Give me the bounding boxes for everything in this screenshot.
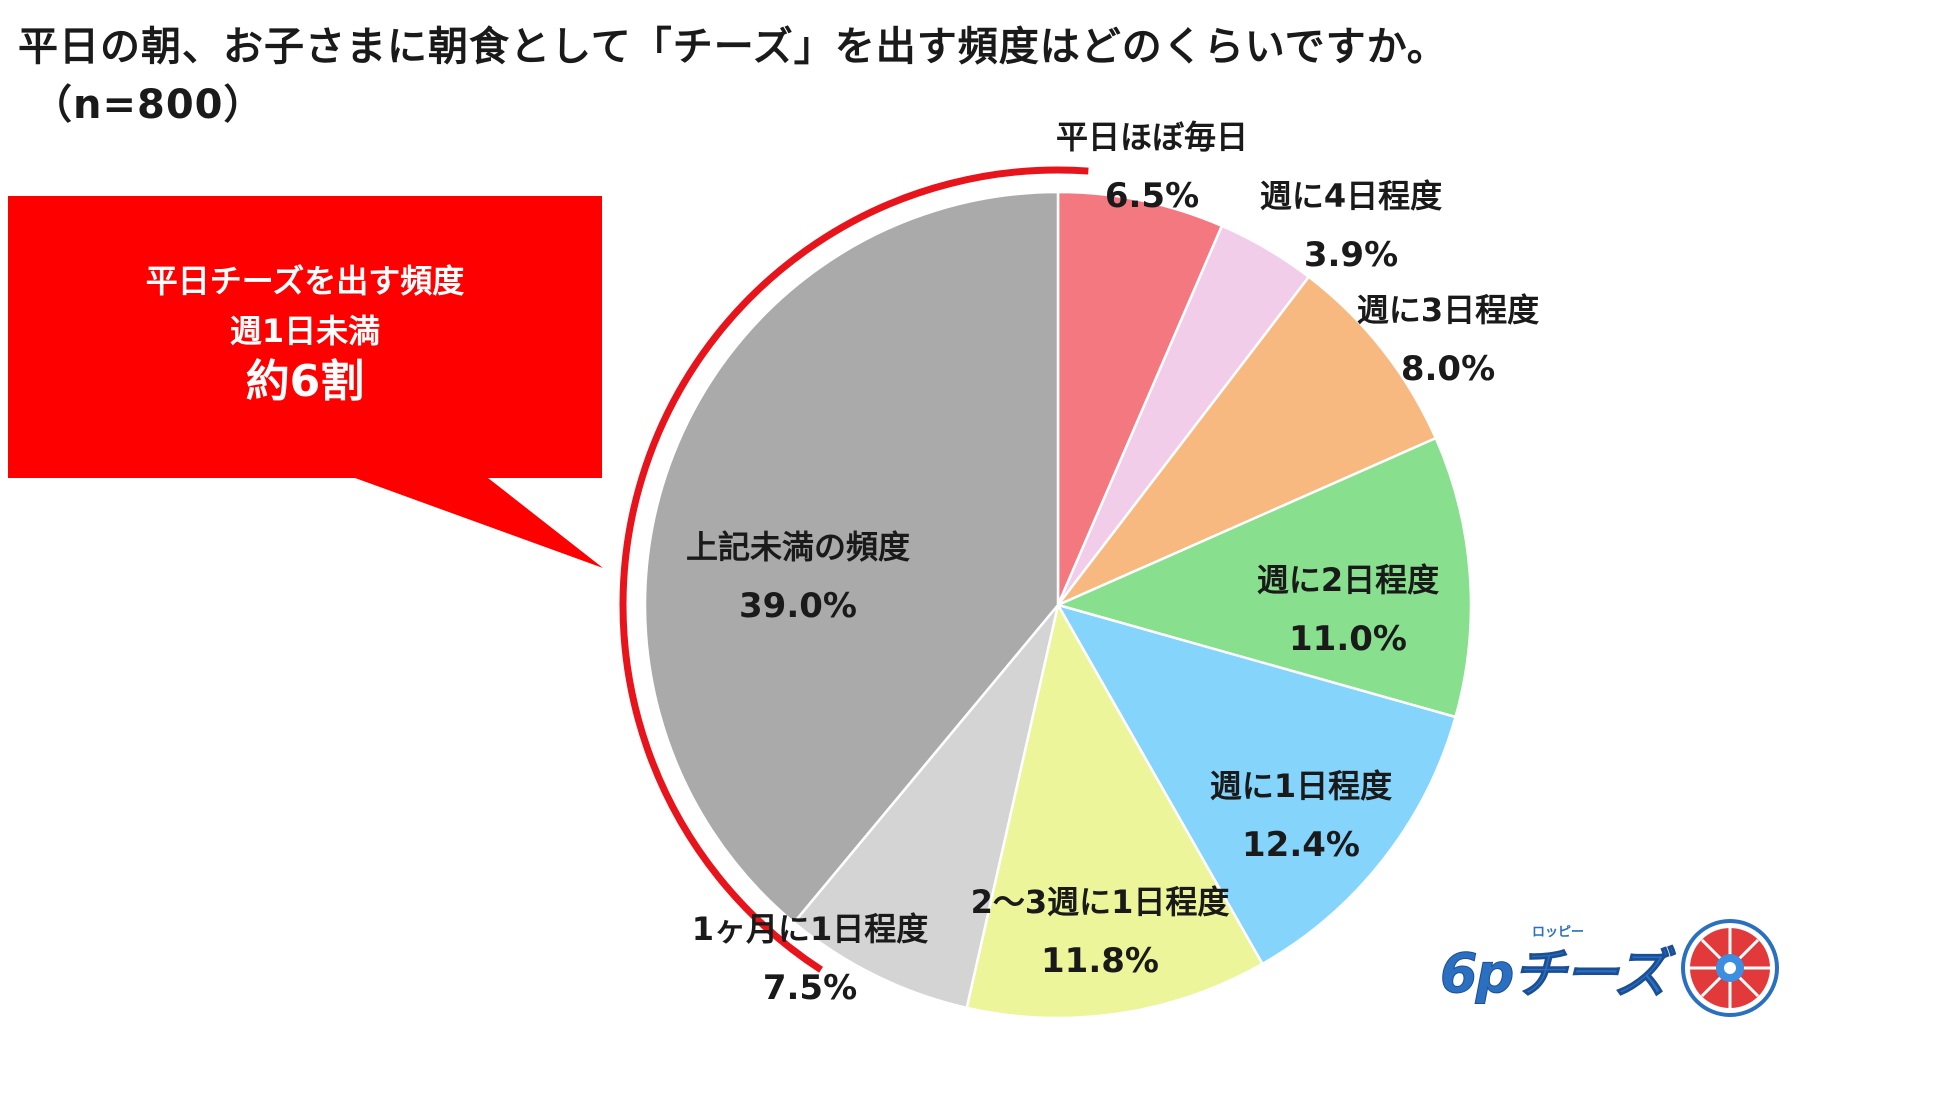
callout-text: 平日チーズを出す頻度 週1日未満 約6割 (10, 256, 600, 408)
pie-slice-4 (1054, 436, 1473, 719)
chart-title: 平日の朝、お子さまに朝食として「チーズ」を出す頻度はどのくらいですか。 （n=8… (18, 18, 1448, 134)
slice-label-2: 週に4日程度 (1260, 177, 1442, 215)
callout-shape (8, 196, 603, 568)
pie-slice-8 (643, 190, 1060, 925)
brand-logo: 6pチーズ ロッピー (1440, 918, 1780, 1018)
callout-line-1: 平日チーズを出す頻度 (145, 262, 465, 300)
callout-line-2: 週1日未満 (229, 312, 381, 350)
slice-value-7: 7.5% (763, 968, 857, 1008)
pie-slices (643, 190, 1473, 1020)
highlight-arc (619, 166, 1089, 973)
pie-labels: 平日ほぼ毎日 6.5% 週に4日程度 3.9% 週に3日程度 8.0% 週に2日程度 11.0… (686, 118, 1539, 1008)
slice-value-5: 12.4% (1242, 825, 1360, 865)
slice-label-1: 平日ほぼ毎日 (1056, 118, 1248, 156)
pie-slice-3 (1057, 275, 1438, 607)
slice-value-6: 11.8% (1041, 941, 1159, 981)
logo-word-text: 6pチーズ (1440, 941, 1669, 1005)
slice-label-6: 2～3週に1日程度 (971, 883, 1230, 921)
title-question: 平日の朝、お子さまに朝食として「チーズ」を出す頻度はどのくらいですか。 (18, 24, 1448, 70)
slice-label-3: 週に3日程度 (1357, 291, 1539, 329)
slice-value-8: 39.0% (739, 586, 857, 626)
pie-slice-1 (1056, 190, 1224, 606)
pie-slice-5 (1055, 602, 1458, 966)
callout-line-3: 約6割 (245, 356, 365, 407)
title-sample-size: （n=800） (32, 82, 265, 128)
logo-sub-text: ロッピー (1532, 924, 1585, 940)
logo-wordmark: 6pチーズ ロッピー (1440, 925, 1669, 1008)
pie-slice-6 (965, 601, 1265, 1020)
slice-value-4: 11.0% (1289, 619, 1407, 659)
slice-value-3: 8.0% (1401, 349, 1495, 389)
slice-label-5: 週に1日程度 (1210, 767, 1392, 805)
pie-slice-7 (792, 604, 1060, 1010)
slice-label-8: 上記未満の頻度 (686, 528, 910, 566)
slice-value-2: 3.9% (1304, 235, 1398, 275)
slice-label-4: 週に2日程度 (1257, 561, 1439, 599)
cheese-wheel-icon (1680, 919, 1779, 1017)
slice-label-7: 1ヶ月に1日程度 (692, 910, 929, 948)
slice-value-1: 6.5% (1105, 176, 1199, 216)
